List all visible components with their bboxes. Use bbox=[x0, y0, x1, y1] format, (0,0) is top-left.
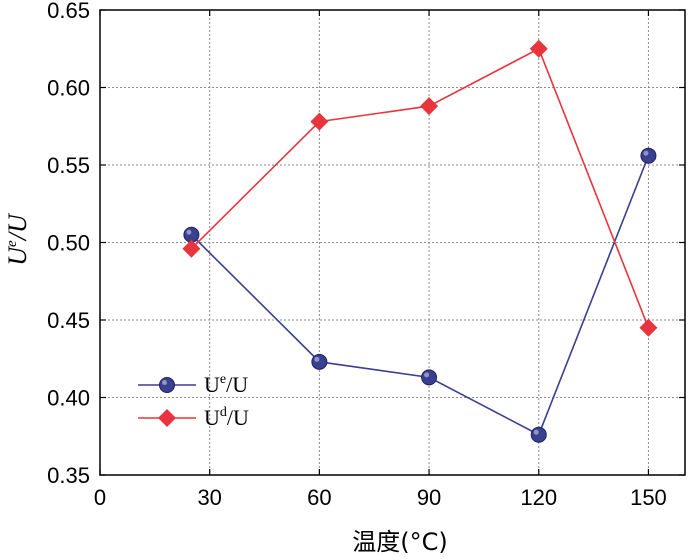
y-axis-title-base: U bbox=[3, 245, 32, 266]
legend-label-sup: d bbox=[220, 405, 227, 420]
legend-label-base: U bbox=[204, 405, 220, 430]
series-line-1 bbox=[190, 47, 650, 329]
legend-item-0: Ue/U bbox=[138, 372, 248, 397]
y-tick-label: 0.50 bbox=[47, 231, 90, 256]
grid-layer bbox=[100, 10, 685, 475]
series-line-0 bbox=[190, 155, 650, 436]
series-1 bbox=[182, 39, 658, 337]
legend-marker bbox=[158, 409, 176, 427]
x-tick-label: 30 bbox=[197, 485, 221, 510]
y-tick-label: 0.45 bbox=[47, 308, 90, 333]
x-tick-label: 60 bbox=[307, 485, 331, 510]
legend-label-base: U bbox=[204, 372, 220, 397]
legend-label: Ud/U bbox=[204, 405, 249, 430]
legend-marker-highlight bbox=[162, 380, 167, 385]
legend-marker bbox=[159, 377, 175, 393]
series-layer bbox=[182, 39, 658, 443]
y-tick-label: 0.65 bbox=[47, 0, 90, 23]
data-point bbox=[310, 112, 329, 131]
y-axis-title: Ue/U bbox=[3, 212, 32, 266]
y-axis-title-tail: /U bbox=[3, 212, 32, 242]
data-point-highlight bbox=[643, 150, 649, 156]
y-axis-title-sup: e bbox=[4, 240, 20, 247]
data-point bbox=[640, 147, 657, 164]
data-point bbox=[311, 353, 328, 370]
data-point bbox=[529, 39, 548, 58]
x-axis-title: 温度(°C) bbox=[352, 528, 447, 556]
tick-layer: 0 30 60 90 120 150 0.35 0.40 0.45 0.50 0.55 0.60 0.6… bbox=[47, 0, 685, 510]
x-tick-label: 150 bbox=[630, 485, 667, 510]
data-point-highlight bbox=[533, 429, 539, 435]
data-point-highlight bbox=[186, 229, 192, 235]
legend-label-tail: /U bbox=[226, 372, 248, 397]
x-tick-label: 0 bbox=[94, 485, 106, 510]
series-0 bbox=[183, 147, 657, 443]
legend-label: Ue/U bbox=[204, 372, 248, 397]
data-point-highlight bbox=[424, 372, 430, 378]
data-point bbox=[530, 426, 547, 443]
legend-label-tail: /U bbox=[227, 405, 249, 430]
legend-label-sup: e bbox=[220, 372, 226, 387]
data-point bbox=[420, 97, 439, 116]
data-point bbox=[639, 318, 658, 337]
y-tick-label: 0.60 bbox=[47, 76, 90, 101]
y-tick-label: 0.40 bbox=[47, 386, 90, 411]
data-point-highlight bbox=[314, 356, 320, 362]
y-tick-label: 0.55 bbox=[47, 153, 90, 178]
legend: Ue/UUd/U bbox=[138, 372, 249, 430]
data-point bbox=[182, 239, 201, 258]
x-tick-label: 90 bbox=[417, 485, 441, 510]
legend-item-1: Ud/U bbox=[138, 405, 249, 430]
data-point bbox=[421, 369, 438, 386]
y-tick-label: 0.35 bbox=[47, 463, 90, 488]
x-tick-label: 120 bbox=[520, 485, 557, 510]
